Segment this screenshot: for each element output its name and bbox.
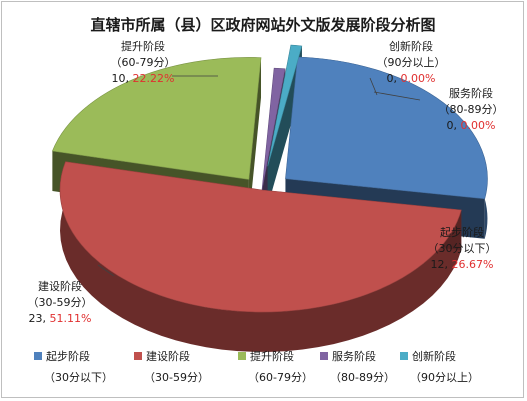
legend-swatch	[400, 352, 408, 360]
data-label-range: （30分以下）	[428, 242, 497, 255]
slice-side-2	[60, 161, 462, 352]
legend-range: （90分以上）	[410, 371, 479, 384]
slice-1	[285, 56, 488, 200]
leader-line-2	[97, 264, 115, 277]
slice-wall-5-1	[267, 46, 302, 207]
slice-wall-3-1	[248, 57, 262, 220]
slice-3	[52, 57, 262, 180]
legend-swatch	[320, 352, 328, 360]
data-label-name: 创新阶段	[389, 39, 433, 53]
legend-label: 起步阶段	[46, 349, 90, 363]
legend-item-2: 建设阶段 （30-59分）	[134, 349, 209, 384]
data-label-name: 服务阶段	[449, 86, 493, 100]
leader-line-5	[369, 77, 378, 96]
legend-label: 服务阶段	[332, 349, 376, 363]
data-label-name: 起步阶段	[440, 225, 484, 239]
data-label-name: 建设阶段	[38, 279, 82, 293]
data-label-range: （80-89分）	[439, 103, 504, 116]
legend-item-1: 起步阶段 （30分以下）	[34, 349, 113, 384]
legend-range: （30-59分）	[144, 371, 209, 384]
data-label-4: 服务阶段 （80-89分） 0, 0.00%	[439, 86, 504, 132]
data-label-value: 12, 26.67%	[431, 258, 494, 271]
data-label-value: 0, 0.00%	[387, 72, 436, 85]
legend-swatch	[134, 352, 142, 360]
legend-label: 建设阶段	[146, 349, 190, 363]
data-label-1: 起步阶段 （30分以下） 12, 26.67%	[428, 225, 497, 271]
leader-line-4	[373, 91, 421, 101]
slice-4	[261, 67, 286, 191]
legend-range: （60-79分）	[248, 371, 313, 384]
legend-item-5: 创新阶段 （90分以上）	[400, 349, 479, 384]
data-label-range: （30-59分）	[28, 296, 93, 309]
legend-swatch	[238, 352, 246, 360]
chart-title: 直辖市所属（县）区政府网站外文版发展阶段分析图	[90, 16, 435, 34]
data-label-value: 0, 0.00%	[447, 119, 496, 132]
legend-swatch	[34, 352, 42, 360]
slice-5	[267, 44, 303, 167]
data-label-range: （60-79分）	[111, 56, 176, 69]
data-label-5: 创新阶段 （90分以上） 0, 0.00%	[377, 39, 446, 85]
legend-item-3: 提升阶段 （60-79分）	[238, 349, 313, 384]
legend-label: 创新阶段	[412, 349, 456, 363]
legend-range: （30分以下）	[44, 371, 113, 384]
legend-label: 提升阶段	[250, 349, 294, 363]
legend-range: （80-89分）	[330, 371, 395, 384]
data-label-2: 建设阶段 （30-59分） 23, 51.11%	[28, 279, 93, 325]
legend-item-4: 服务阶段 （80-89分）	[320, 349, 395, 384]
data-label-value: 10, 22.22%	[112, 72, 175, 85]
slice-2	[59, 161, 462, 313]
data-label-name: 提升阶段	[121, 39, 165, 53]
data-label-3: 提升阶段 （60-79分） 10, 22.22%	[111, 39, 176, 85]
data-label-range: （90分以上）	[377, 56, 446, 69]
data-label-value: 23, 51.11%	[29, 312, 92, 325]
